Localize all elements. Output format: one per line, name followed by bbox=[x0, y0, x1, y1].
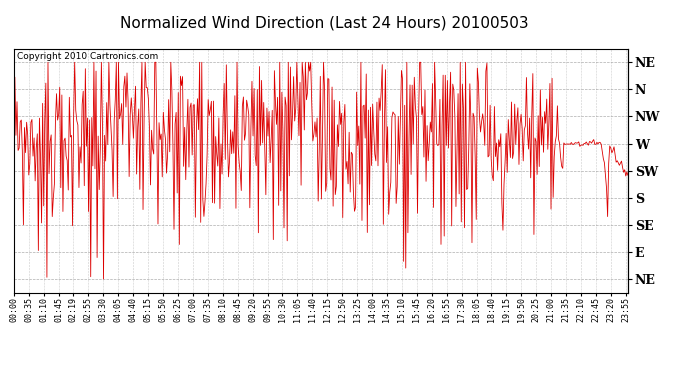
Text: Normalized Wind Direction (Last 24 Hours) 20100503: Normalized Wind Direction (Last 24 Hours… bbox=[120, 15, 529, 30]
Text: Copyright 2010 Cartronics.com: Copyright 2010 Cartronics.com bbox=[17, 53, 158, 62]
